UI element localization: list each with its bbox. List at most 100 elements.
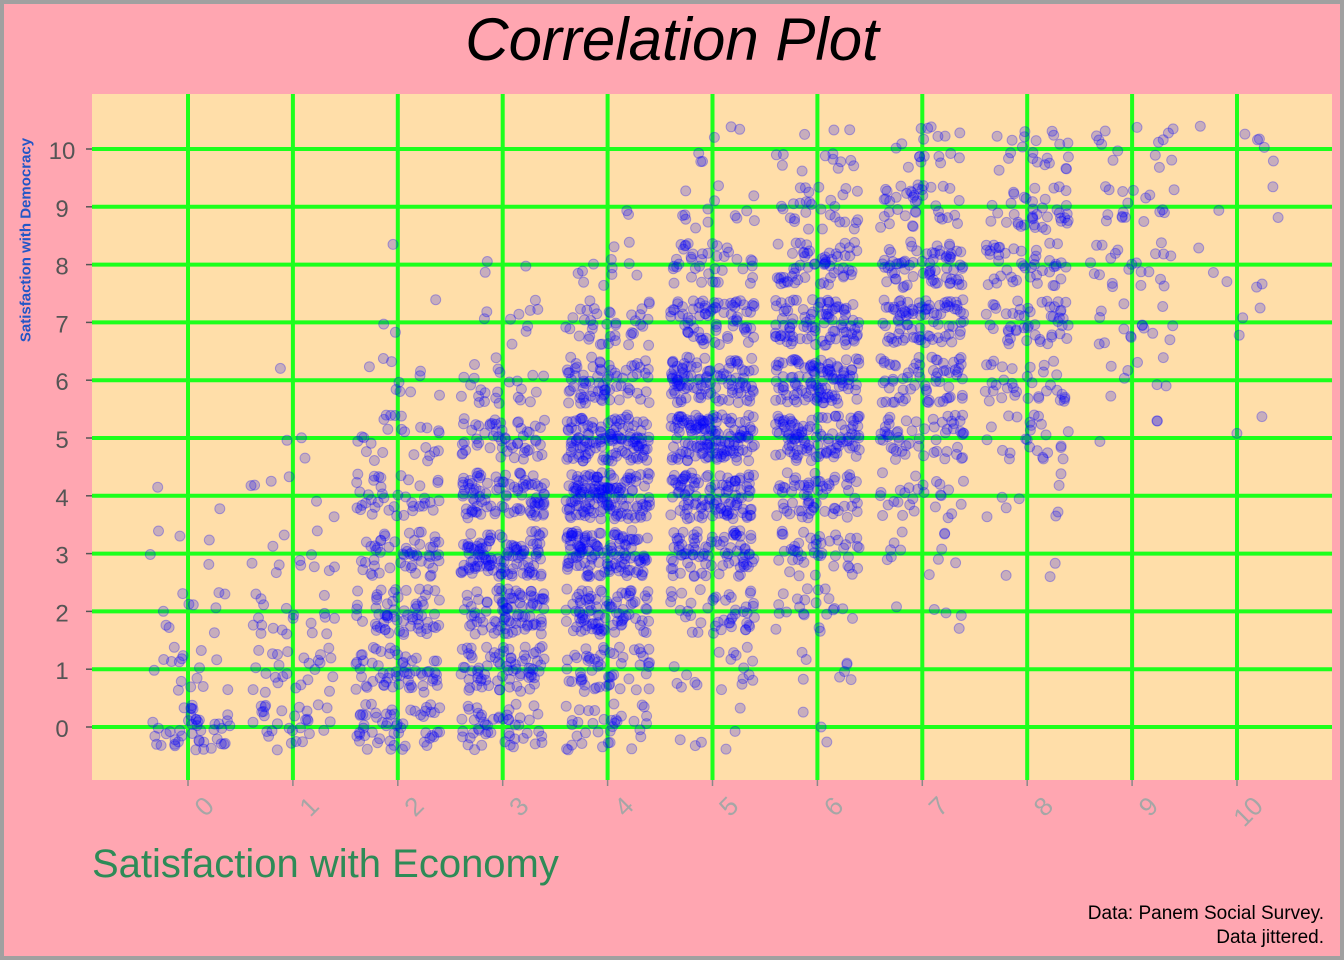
data-point bbox=[367, 642, 379, 653]
data-point bbox=[803, 508, 815, 520]
data-point bbox=[623, 236, 635, 248]
data-point bbox=[493, 592, 505, 604]
x-tick-labels: 0 1 2 3 4 5 6 7 8 9 10 bbox=[188, 791, 1268, 833]
data-point bbox=[515, 394, 526, 406]
data-point bbox=[380, 409, 392, 421]
data-point bbox=[497, 642, 509, 653]
data-point bbox=[178, 702, 190, 714]
data-point bbox=[502, 546, 514, 558]
data-point bbox=[495, 555, 507, 567]
data-point bbox=[524, 611, 536, 623]
data-point bbox=[469, 359, 480, 370]
data-point bbox=[505, 617, 517, 629]
data-point bbox=[634, 659, 646, 671]
data-point bbox=[152, 722, 164, 734]
data-point bbox=[493, 582, 505, 594]
data-point bbox=[584, 512, 596, 523]
data-point bbox=[377, 353, 389, 364]
data-point bbox=[197, 681, 209, 692]
data-point bbox=[937, 357, 949, 369]
data-point bbox=[503, 643, 515, 655]
data-point bbox=[514, 589, 526, 601]
data-point bbox=[213, 718, 225, 730]
data-point bbox=[535, 553, 546, 565]
data-point bbox=[890, 453, 901, 465]
data-point bbox=[577, 414, 589, 426]
data-point bbox=[561, 743, 573, 755]
data-point bbox=[1118, 298, 1130, 310]
data-point bbox=[723, 428, 734, 440]
data-point bbox=[352, 585, 364, 597]
data-point bbox=[782, 305, 794, 317]
data-point bbox=[352, 435, 364, 447]
data-point bbox=[824, 334, 836, 346]
data-point bbox=[503, 714, 515, 726]
data-point bbox=[433, 427, 445, 439]
data-point bbox=[601, 318, 613, 330]
data-point bbox=[793, 570, 805, 582]
data-point bbox=[723, 557, 735, 569]
data-point bbox=[920, 295, 932, 307]
data-point bbox=[668, 441, 679, 453]
data-point bbox=[1049, 557, 1061, 569]
data-point bbox=[1028, 259, 1040, 270]
data-point bbox=[673, 411, 685, 422]
data-point bbox=[470, 483, 482, 495]
data-point bbox=[631, 358, 643, 369]
data-point bbox=[276, 705, 288, 717]
data-point bbox=[351, 730, 363, 742]
data-point bbox=[732, 493, 744, 505]
data-point bbox=[1055, 305, 1066, 317]
caption-line-1: Data: Panem Social Survey. bbox=[1087, 903, 1324, 924]
data-point bbox=[471, 560, 483, 572]
data-point bbox=[591, 624, 603, 636]
data-point bbox=[604, 671, 616, 683]
data-point bbox=[996, 361, 1008, 373]
data-point bbox=[219, 588, 231, 600]
data-point bbox=[496, 596, 508, 608]
data-point bbox=[306, 549, 317, 561]
data-point bbox=[203, 558, 215, 570]
data-point bbox=[603, 370, 615, 382]
data-point bbox=[1042, 447, 1054, 459]
data-point bbox=[1112, 145, 1124, 157]
data-point bbox=[288, 609, 300, 621]
data-point bbox=[388, 586, 399, 598]
data-point bbox=[630, 451, 642, 463]
data-point bbox=[457, 488, 469, 500]
data-point bbox=[538, 498, 550, 510]
data-point bbox=[430, 622, 441, 634]
data-point bbox=[1045, 379, 1056, 391]
data-point bbox=[218, 738, 230, 750]
data-point bbox=[816, 412, 828, 423]
data-point bbox=[1048, 129, 1060, 141]
data-point bbox=[479, 396, 490, 407]
data-point bbox=[745, 533, 757, 545]
data-point bbox=[373, 567, 385, 579]
data-point bbox=[571, 730, 583, 742]
data-point bbox=[631, 502, 643, 514]
data-point bbox=[497, 598, 509, 610]
data-point bbox=[500, 490, 512, 502]
data-point bbox=[530, 525, 542, 537]
data-point bbox=[900, 415, 912, 427]
data-point bbox=[709, 195, 720, 207]
data-point bbox=[1151, 379, 1163, 391]
data-point bbox=[396, 423, 408, 435]
data-point bbox=[530, 510, 542, 522]
data-point bbox=[502, 628, 514, 640]
data-point bbox=[496, 585, 508, 597]
data-point bbox=[473, 556, 485, 568]
data-point bbox=[287, 612, 299, 624]
data-point bbox=[781, 606, 792, 618]
data-point bbox=[819, 150, 831, 162]
data-point bbox=[393, 376, 405, 388]
data-point bbox=[573, 588, 585, 600]
data-point bbox=[195, 645, 207, 656]
data-point bbox=[1007, 276, 1019, 288]
data-point bbox=[152, 481, 164, 493]
data-point bbox=[457, 725, 469, 737]
data-point bbox=[247, 684, 259, 696]
data-point bbox=[424, 450, 436, 462]
data-point bbox=[507, 550, 519, 562]
